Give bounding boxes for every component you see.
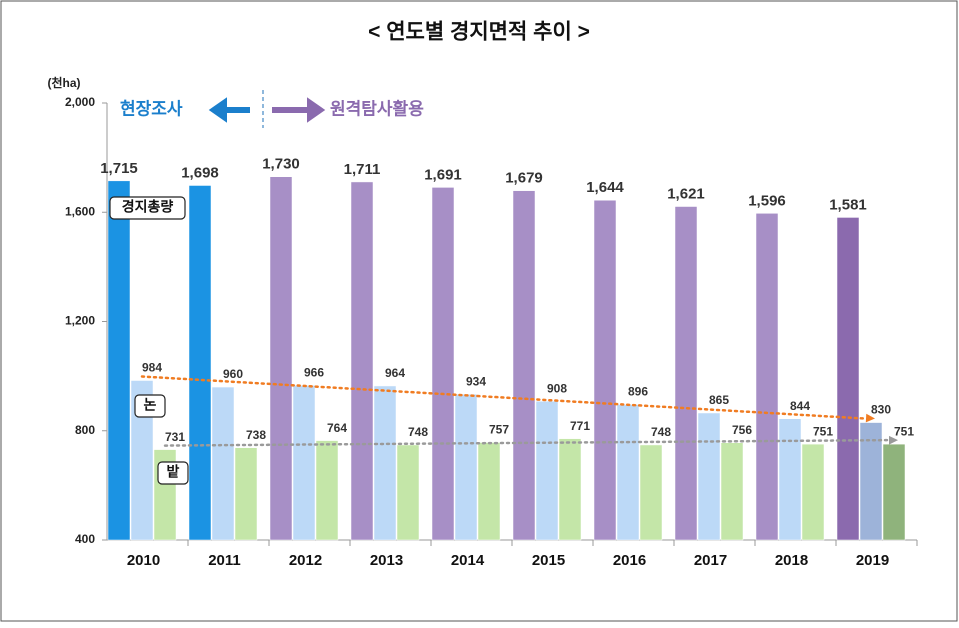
series-label: 경지총량: [122, 199, 174, 215]
value-label: 844: [790, 399, 810, 413]
bar: [616, 404, 640, 541]
bar: [373, 385, 397, 541]
value-label: 748: [651, 425, 671, 439]
value-label: 865: [709, 393, 729, 407]
value-label: 731: [165, 430, 185, 444]
bar: [350, 181, 374, 541]
x-tick-label: 2015: [532, 552, 565, 569]
bar: [778, 418, 802, 541]
x-tick-label: 2011: [208, 552, 241, 569]
bar: [512, 190, 536, 541]
value-label: 896: [628, 385, 648, 399]
series-label: 논: [144, 397, 157, 413]
bar: [639, 444, 663, 541]
arrow-left: [208, 97, 250, 123]
bar: [535, 401, 559, 541]
x-tick-label: 2012: [289, 552, 322, 569]
value-label: 738: [246, 428, 266, 442]
value-label: 1,581: [829, 196, 867, 213]
bar: [859, 422, 883, 541]
arrow-right: [272, 97, 326, 123]
bar: [801, 443, 825, 541]
y-unit: (천ha): [47, 75, 80, 90]
value-label: 764: [327, 421, 347, 435]
series-label-box: [157, 461, 189, 485]
value-label: 1,621: [667, 185, 705, 202]
value-label: 751: [894, 424, 914, 438]
value-label: 748: [408, 425, 428, 439]
x-tick-label: 2019: [856, 552, 889, 569]
annotation-right: 원격탐사활용: [330, 98, 424, 118]
value-label: 1,715: [100, 160, 138, 177]
bar: [674, 206, 698, 541]
trend-line: [163, 438, 890, 447]
value-label: 1,730: [262, 156, 300, 173]
y-tick-label: 1,200: [65, 314, 95, 328]
y-tick-label: 800: [75, 423, 95, 437]
bar: [755, 213, 779, 541]
bar: [558, 438, 582, 541]
series-label-box: [134, 394, 166, 418]
bar: [593, 199, 617, 541]
bar: [292, 385, 316, 541]
x-tick-label: 2010: [127, 552, 160, 569]
trend-arrowhead: [865, 413, 875, 423]
x-tick-label: 2016: [613, 552, 646, 569]
series-label-box: [109, 196, 186, 220]
bar: [431, 187, 455, 541]
x-tick-label: 2017: [694, 552, 727, 569]
value-label: 1,691: [424, 166, 462, 183]
bar: [454, 393, 478, 541]
bar: [234, 447, 258, 541]
value-label: 756: [732, 423, 752, 437]
bar: [188, 185, 212, 541]
value-label: 1,711: [344, 161, 381, 178]
bar: [315, 440, 339, 541]
value-label: 1,644: [586, 179, 624, 196]
bar: [269, 176, 293, 541]
value-label: 751: [813, 424, 833, 438]
value-label: 960: [223, 367, 243, 381]
annotation-left: 현장조사: [120, 99, 183, 118]
x-tick-label: 2014: [451, 552, 485, 569]
value-label: 984: [142, 361, 162, 375]
x-tick-label: 2018: [775, 552, 808, 569]
value-label: 1,679: [505, 170, 543, 187]
value-label: 908: [547, 381, 567, 395]
value-label: 964: [385, 366, 405, 380]
y-tick-label: 1,600: [65, 204, 95, 218]
y-tick-label: 400: [75, 532, 95, 546]
value-label: 1,596: [748, 192, 786, 209]
bar: [836, 217, 860, 541]
x-tick-label: 2013: [370, 552, 403, 569]
value-label: 771: [570, 419, 590, 433]
value-label: 934: [466, 374, 486, 388]
value-label: 966: [304, 366, 324, 380]
bar: [211, 386, 235, 541]
series-label: 밭: [167, 464, 180, 480]
trend-arrowhead: [889, 435, 898, 445]
bar: [882, 443, 906, 541]
value-label: 830: [871, 403, 891, 417]
bar: [130, 380, 154, 541]
bar: [396, 444, 420, 541]
y-tick-label: 2,000: [65, 95, 95, 109]
value-label: 757: [489, 423, 509, 437]
bar: [477, 442, 501, 541]
trend-line: [140, 375, 867, 420]
bar: [720, 442, 744, 541]
bar: [697, 412, 721, 541]
chart-title: < 연도별 경지면적 추이 >: [368, 21, 590, 44]
bar: [107, 180, 131, 541]
value-label: 1,698: [181, 164, 219, 181]
